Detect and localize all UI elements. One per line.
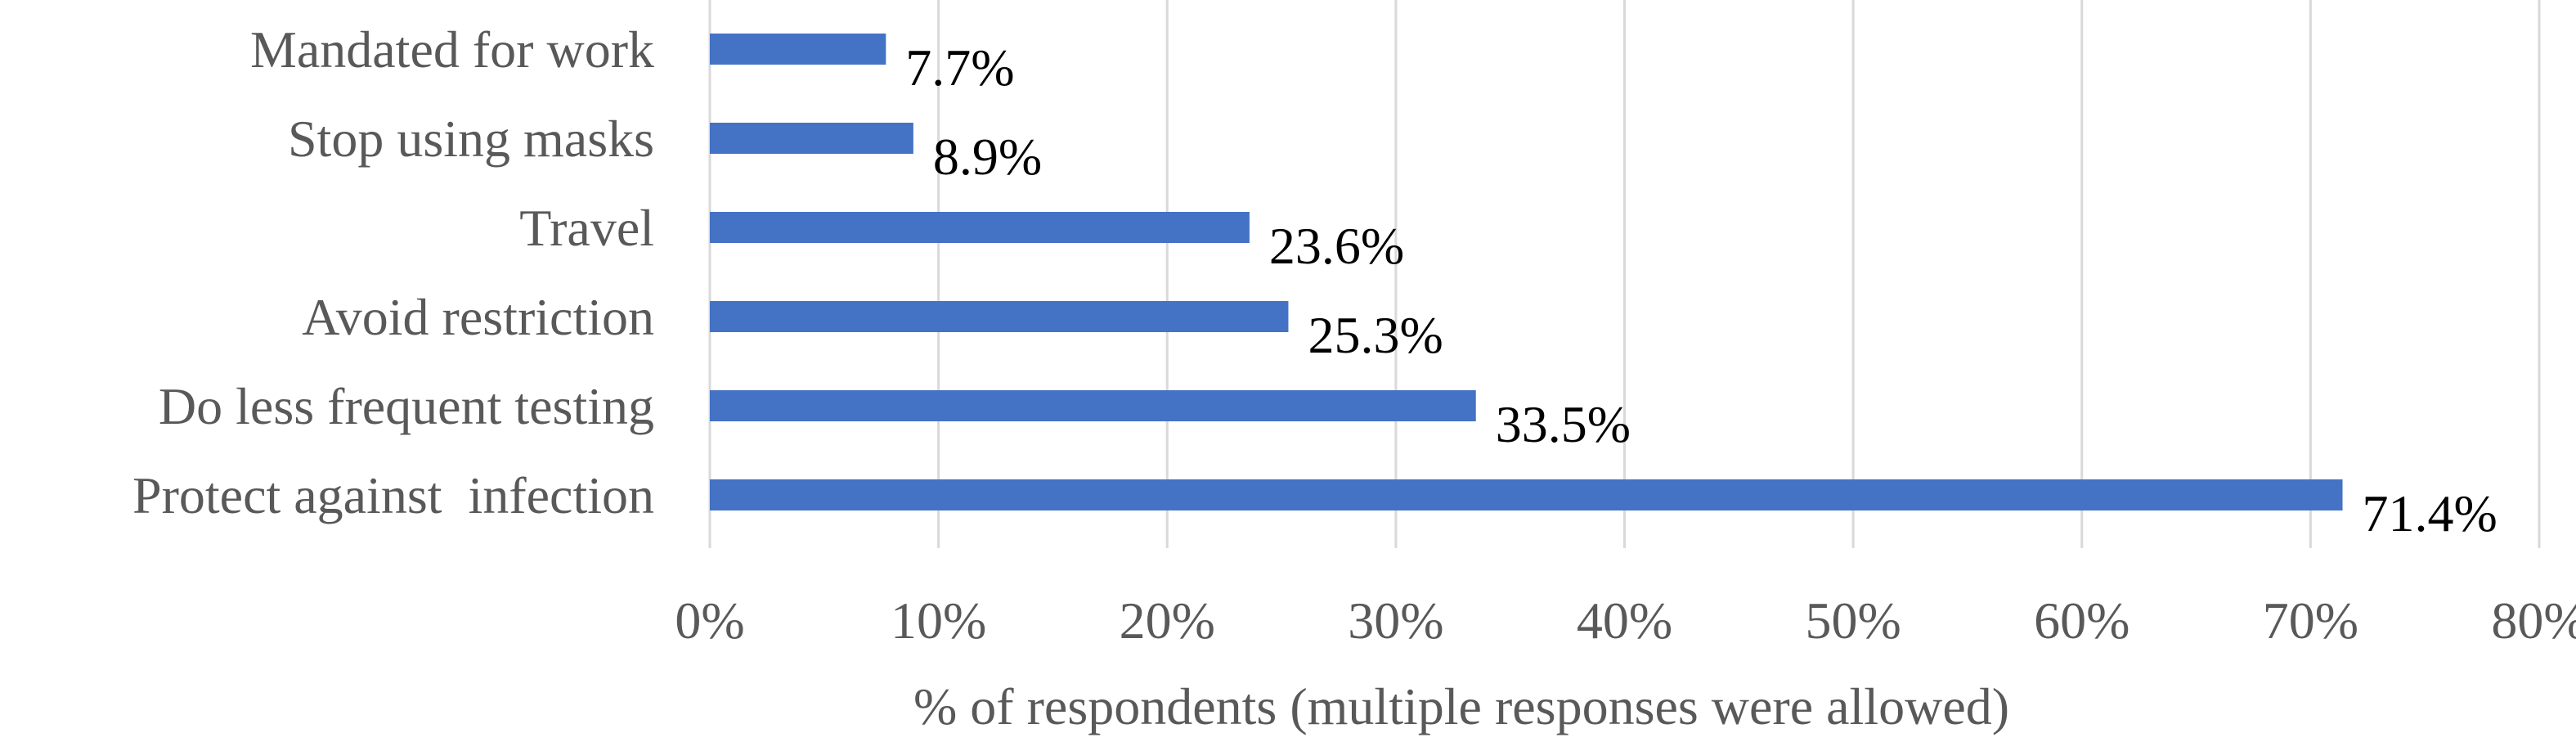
x-tick-label: 0% xyxy=(675,591,744,650)
x-tick-label: 60% xyxy=(2034,591,2129,650)
bar xyxy=(710,34,886,65)
x-tick-label: 80% xyxy=(2491,591,2576,650)
category-label: Travel xyxy=(519,199,654,257)
category-label: Protect against infection xyxy=(132,466,654,524)
data-label: 71.4% xyxy=(2363,484,2497,542)
bar xyxy=(710,301,1289,332)
x-tick-label: 70% xyxy=(2263,591,2358,650)
x-tick-label: 40% xyxy=(1577,591,1672,650)
bar xyxy=(710,390,1476,421)
category-labels: Mandated for work Stop using masks Travel A… xyxy=(132,20,654,524)
data-label: 7.7% xyxy=(905,38,1014,97)
bars xyxy=(710,34,2343,510)
category-label: Mandated for work xyxy=(250,20,654,79)
x-tick-label: 10% xyxy=(891,591,986,650)
data-label: 25.3% xyxy=(1308,306,1443,364)
data-label: 33.5% xyxy=(1496,395,1631,453)
gridlines xyxy=(708,0,2541,548)
x-tick-label: 50% xyxy=(1805,591,1901,650)
category-label: Do less frequent testing xyxy=(159,377,654,435)
x-tick-labels: 0% 10% 20% 30% 40% 50% 60% 70% 80% xyxy=(675,591,2576,650)
bar xyxy=(710,479,2343,510)
x-axis-title: % of respondents (multiple responses wer… xyxy=(913,677,2009,735)
bar xyxy=(710,212,1250,243)
x-tick-label: 20% xyxy=(1120,591,1215,650)
data-label: 8.9% xyxy=(933,128,1042,186)
category-label: Stop using masks xyxy=(288,110,654,168)
category-label: Avoid restriction xyxy=(302,288,654,346)
bar xyxy=(710,123,913,154)
x-tick-label: 30% xyxy=(1348,591,1443,650)
data-label: 23.6% xyxy=(1269,217,1404,275)
data-labels: 7.7% 8.9% 23.6% 25.3% 33.5% 71.4% xyxy=(905,38,2497,542)
